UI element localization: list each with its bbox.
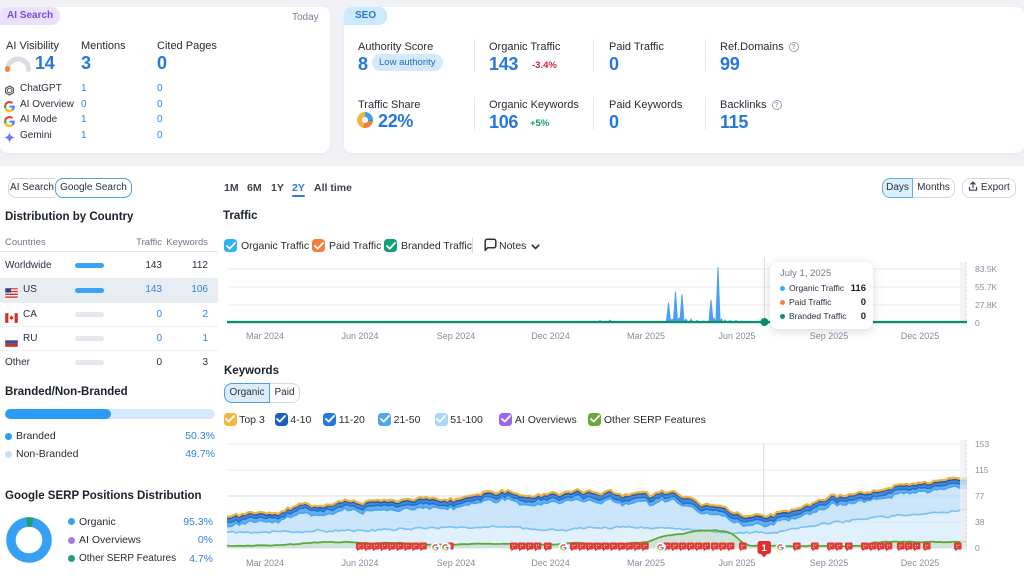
- svg-text:27.8K: 27.8K: [975, 300, 998, 310]
- svg-text:153: 153: [975, 439, 989, 449]
- svg-text:Dec 2025: Dec 2025: [901, 331, 940, 341]
- svg-text:Jun 2025: Jun 2025: [718, 558, 755, 568]
- svg-text:Sep 2025: Sep 2025: [810, 331, 849, 341]
- svg-text:115: 115: [975, 465, 989, 475]
- svg-text:0: 0: [975, 543, 980, 553]
- svg-text:Mar 2024: Mar 2024: [246, 331, 284, 341]
- svg-text:Sep 2025: Sep 2025: [810, 558, 849, 568]
- svg-text:Mar 2025: Mar 2025: [627, 331, 665, 341]
- svg-text:Sep 2024: Sep 2024: [437, 558, 476, 568]
- svg-text:83.5K: 83.5K: [975, 264, 998, 274]
- svg-text:0: 0: [975, 318, 980, 328]
- svg-text:Mar 2025: Mar 2025: [627, 558, 665, 568]
- svg-text:55.7K: 55.7K: [975, 282, 998, 292]
- svg-text:77: 77: [975, 491, 985, 501]
- svg-text:1: 1: [762, 543, 768, 554]
- svg-text:Dec 2024: Dec 2024: [531, 558, 570, 568]
- svg-text:Jun 2025: Jun 2025: [718, 331, 755, 341]
- svg-text:Mar 2024: Mar 2024: [246, 558, 284, 568]
- svg-text:Dec 2025: Dec 2025: [901, 558, 940, 568]
- svg-text:Jun 2024: Jun 2024: [341, 331, 378, 341]
- svg-text:Dec 2024: Dec 2024: [531, 331, 570, 341]
- svg-text:38: 38: [975, 517, 985, 527]
- svg-text:Sep 2024: Sep 2024: [437, 331, 476, 341]
- svg-text:Jun 2024: Jun 2024: [341, 558, 378, 568]
